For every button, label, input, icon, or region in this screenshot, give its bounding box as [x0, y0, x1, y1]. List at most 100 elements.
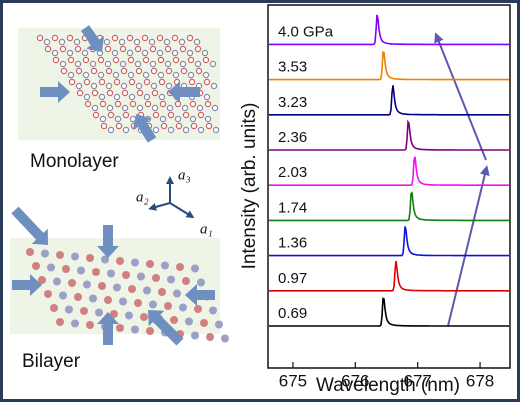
atom — [127, 71, 135, 79]
atom — [92, 268, 100, 276]
atom — [43, 38, 51, 46]
atom — [90, 67, 98, 75]
atom — [172, 71, 180, 79]
atom — [119, 60, 127, 68]
a1-label: a₁ — [200, 221, 213, 237]
atom — [122, 111, 130, 119]
atom — [171, 34, 179, 42]
atom — [182, 277, 190, 285]
atom — [180, 67, 188, 75]
atom — [119, 45, 127, 53]
atom — [80, 307, 88, 315]
pressure-arrow — [148, 310, 184, 346]
atom — [76, 89, 84, 97]
atom — [144, 100, 152, 108]
series-label: 3.23 — [278, 94, 307, 111]
spectrum-line — [269, 119, 509, 151]
atom — [202, 56, 210, 64]
series-label: 0.69 — [278, 305, 307, 322]
atom — [82, 56, 90, 64]
atom — [171, 49, 179, 57]
atom — [51, 34, 59, 42]
atom — [211, 104, 219, 112]
atom — [95, 308, 103, 317]
atom — [99, 100, 107, 108]
atom — [141, 34, 149, 42]
atom — [91, 104, 99, 112]
atom — [166, 104, 174, 112]
atom — [150, 67, 158, 75]
atom — [197, 278, 205, 287]
atom — [110, 310, 118, 318]
atom — [159, 100, 167, 108]
atom — [160, 122, 168, 130]
atom — [107, 126, 115, 134]
atom — [74, 60, 82, 68]
atom — [127, 56, 135, 64]
atom — [113, 283, 121, 292]
x-tick-label: 677 — [404, 371, 432, 390]
atom — [121, 104, 129, 112]
spectrum-line — [269, 50, 509, 81]
atom — [174, 100, 182, 108]
pressure-arrow — [97, 312, 119, 345]
atom — [194, 60, 202, 68]
atom — [106, 104, 114, 112]
atom — [111, 49, 119, 57]
atom — [136, 89, 144, 97]
atom — [68, 279, 76, 287]
atom — [188, 78, 196, 86]
series-label: 1.74 — [278, 199, 307, 216]
atom — [210, 82, 218, 90]
atom — [203, 93, 211, 101]
atom — [131, 258, 139, 267]
atom — [193, 38, 201, 46]
y-axis-label: Intensity (arb. units) — [239, 103, 260, 270]
pressure-arrow — [185, 284, 215, 306]
atom — [206, 333, 214, 341]
atom — [53, 277, 61, 286]
atom — [187, 56, 195, 64]
atom — [149, 45, 157, 53]
atom — [77, 266, 85, 275]
atom — [164, 60, 172, 68]
atom — [81, 49, 89, 57]
atom — [150, 82, 158, 90]
atom — [104, 60, 112, 68]
atom — [121, 89, 129, 97]
x-tick-label: 675 — [279, 371, 307, 390]
monolayer-label: Monolayer — [30, 151, 119, 172]
atom — [181, 104, 189, 112]
atom — [104, 45, 112, 53]
series-label: 2.36 — [278, 129, 307, 146]
atom — [182, 126, 190, 134]
atom — [60, 67, 68, 75]
atom — [126, 34, 134, 42]
atom — [146, 260, 154, 268]
atom — [128, 78, 136, 86]
atom — [186, 34, 194, 42]
pressure-arrow — [11, 206, 48, 245]
atom — [91, 89, 99, 97]
atom — [157, 71, 165, 79]
a3-label: a₃ — [178, 167, 191, 183]
series-label: 4.0 GPa — [278, 23, 334, 40]
x-tick-label: 678 — [466, 371, 494, 390]
atom — [148, 38, 156, 46]
atom — [149, 300, 157, 309]
atom — [83, 280, 91, 289]
atom — [50, 304, 58, 312]
atom — [151, 104, 159, 112]
atom — [196, 104, 204, 112]
atom — [159, 115, 167, 123]
atom — [165, 67, 173, 75]
atom — [131, 325, 139, 334]
atom — [97, 71, 105, 79]
atom — [120, 67, 128, 75]
atom — [98, 78, 106, 86]
atom — [205, 122, 213, 130]
atom — [115, 122, 123, 130]
atom — [158, 78, 166, 86]
atom — [191, 331, 199, 340]
